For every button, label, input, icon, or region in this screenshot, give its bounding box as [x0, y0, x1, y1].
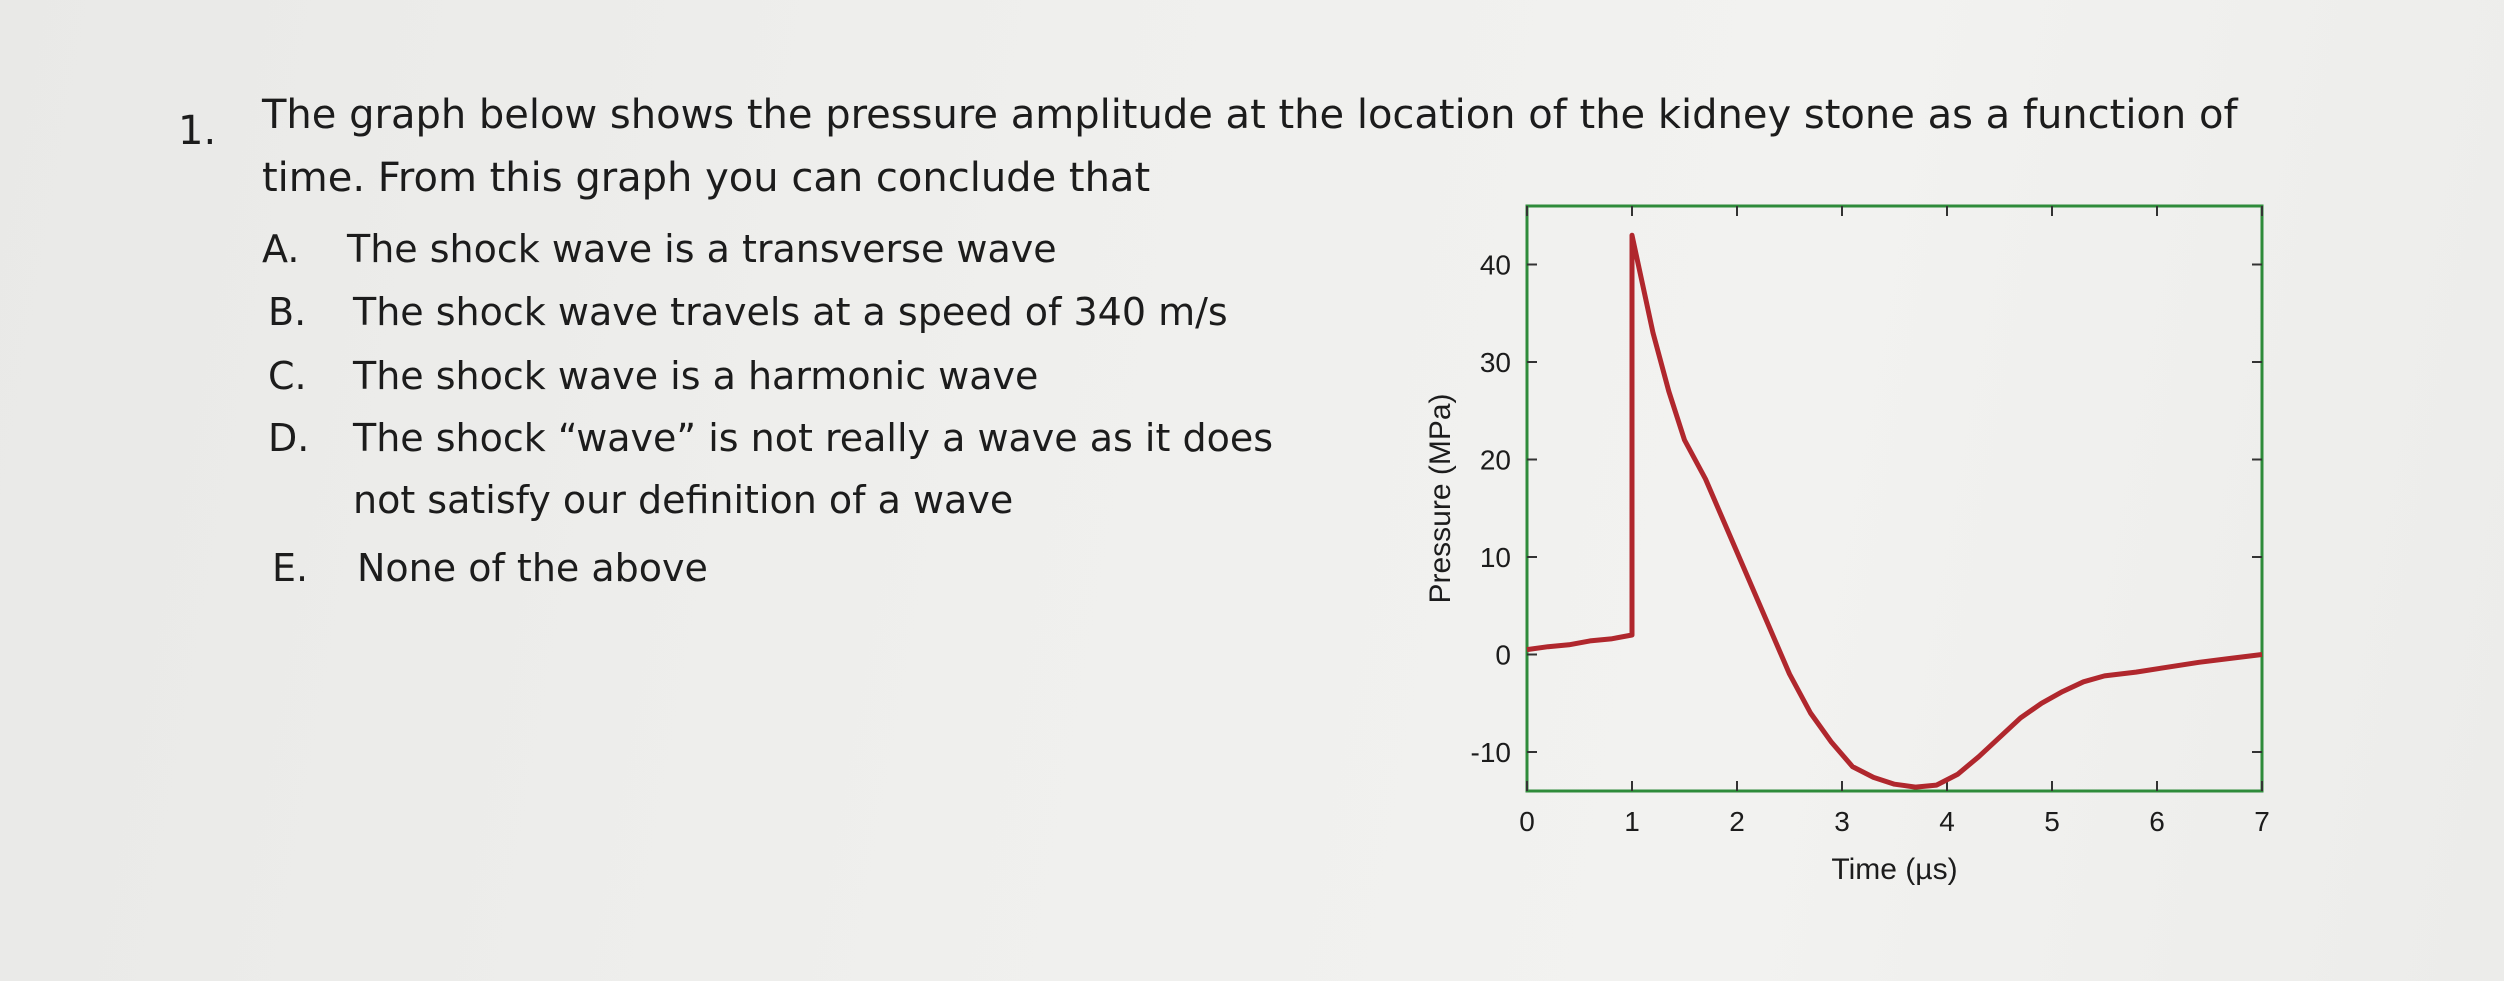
option-d-text: The shock “wave” is not really a wave as…: [353, 416, 1273, 460]
y-tick-label: 0: [1495, 640, 1511, 671]
y-tick-label: 10: [1480, 542, 1511, 573]
x-axis-label: Time (µs): [1831, 853, 1957, 886]
x-tick-label: 0: [1519, 806, 1535, 837]
question-number: 1.: [178, 108, 217, 154]
option-c-text: The shock wave is a harmonic wave: [353, 354, 1039, 398]
option-d-letter: D.: [268, 416, 310, 460]
option-b-text: The shock wave travels at a speed of 340…: [353, 290, 1228, 334]
y-axis-label: Pressure (MPa): [1424, 393, 1457, 603]
question-stem-line-2: time. From this graph you can conclude t…: [262, 155, 1151, 201]
y-tick-label: 40: [1480, 250, 1511, 281]
y-tick-label: 30: [1480, 347, 1511, 378]
x-tick-label: 2: [1729, 806, 1745, 837]
option-a-letter: A.: [262, 227, 300, 271]
x-tick-label: 7: [2254, 806, 2270, 837]
y-axis-ticks: 40 30 20 10 0 -10: [1471, 250, 2262, 768]
pressure-series-line: [1526, 232, 2263, 790]
pressure-chart-svg: 40 30 20 10 0 -10 0 1 2 3 4 5 6 7 Time (µs) Pressure…: [1424, 204, 2270, 886]
pressure-chart: 40 30 20 10 0 -10 0 1 2 3 4 5 6 7 Time (µs) Pressure…: [1400, 180, 2300, 905]
x-tick-label: 3: [1834, 806, 1850, 837]
option-b-letter: B.: [268, 290, 307, 334]
y-tick-label: 20: [1480, 445, 1511, 476]
y-tick-label: -10: [1471, 737, 1511, 768]
question-block: 1. The graph below shows the pressure am…: [178, 92, 2238, 590]
x-axis-ticks: 0 1 2 3 4 5 6 7: [1519, 206, 2270, 837]
option-a-text: The shock wave is a transverse wave: [347, 227, 1057, 271]
x-tick-label: 6: [2149, 806, 2165, 837]
x-tick-label: 4: [1939, 806, 1955, 837]
option-c-letter: C.: [268, 354, 307, 398]
x-tick-label: 1: [1624, 806, 1640, 837]
question-stem-line-1: The graph below shows the pressure ampli…: [262, 92, 2238, 138]
plot-frame: [1525, 204, 2264, 793]
option-e-letter: E.: [272, 546, 309, 590]
x-tick-label: 5: [2044, 806, 2060, 837]
option-e-text: None of the above: [357, 546, 708, 590]
option-d-continued-text: not satisfy our definition of a wave: [353, 478, 1014, 522]
